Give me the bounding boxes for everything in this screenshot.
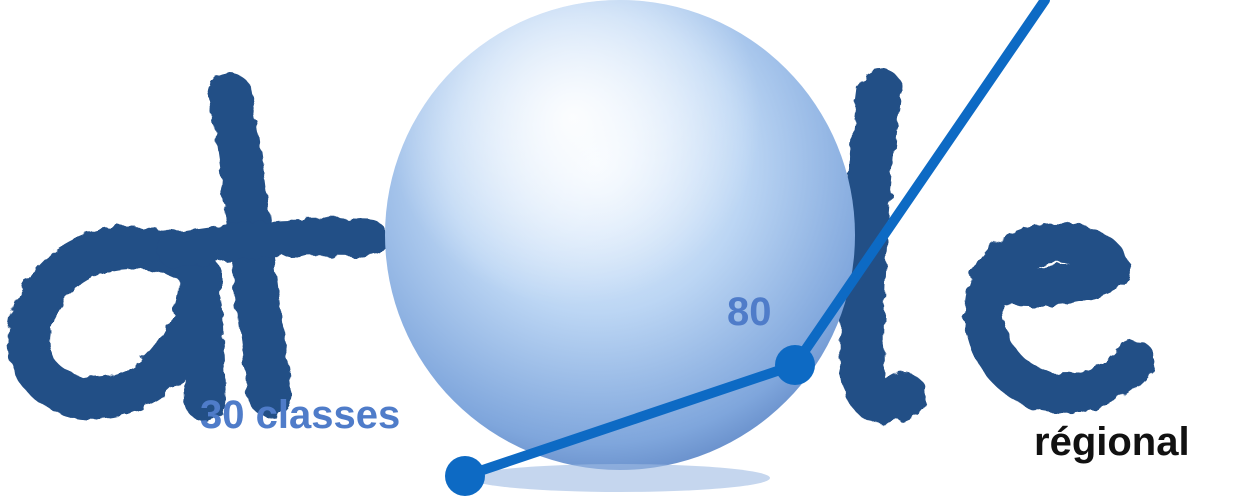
sphere-icon	[385, 0, 855, 492]
letter-a	[8, 226, 226, 421]
growth-line	[445, 0, 1050, 496]
point-30-classes	[445, 456, 485, 496]
letter-t-bar	[157, 219, 388, 268]
logo-wordmark	[8, 68, 1155, 424]
label-regional: régional	[1034, 420, 1190, 464]
letter-e	[964, 222, 1155, 414]
letter-l	[839, 68, 927, 424]
point-80	[775, 345, 815, 385]
label-30-classes: 30 classes	[200, 393, 401, 437]
label-80: 80	[727, 290, 772, 334]
